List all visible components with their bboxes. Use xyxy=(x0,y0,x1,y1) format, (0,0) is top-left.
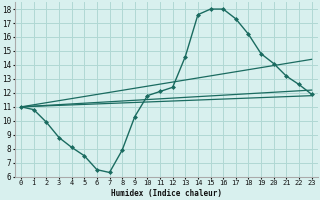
X-axis label: Humidex (Indice chaleur): Humidex (Indice chaleur) xyxy=(111,189,222,198)
